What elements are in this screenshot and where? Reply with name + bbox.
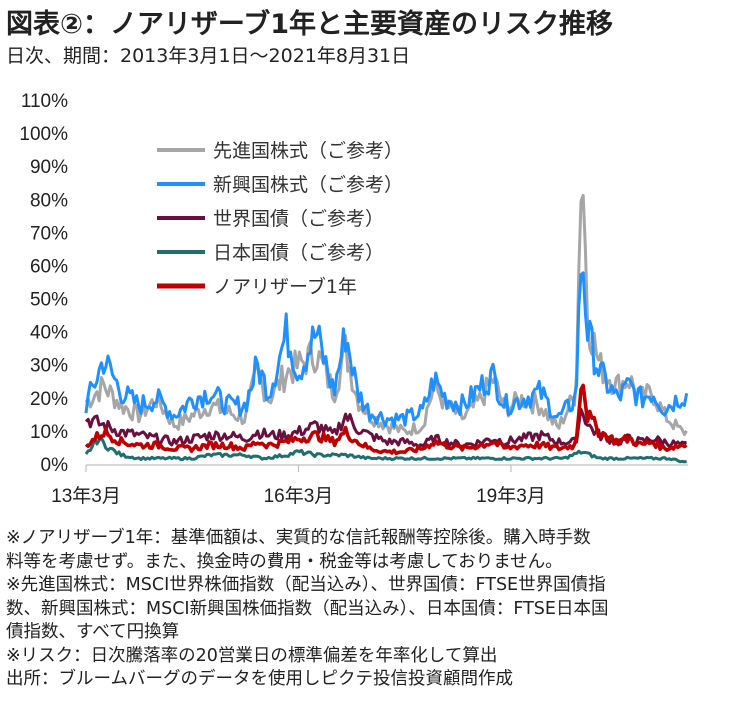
- y-tick-label: 110%: [21, 91, 68, 112]
- chart-subtitle: 日次、期間：2013年3月1日～2021年8月31日: [6, 45, 411, 67]
- series-line: [84, 193, 688, 437]
- series-line: [84, 271, 689, 428]
- series-line: [84, 407, 687, 449]
- x-tick-label: 16年3月: [264, 485, 334, 507]
- footnote-line: ※先進国株式：MSCI世界株価指数（配当込み）、世界国債：FTSE世界国債指: [6, 575, 606, 595]
- footnote-line: 債指数、すべて円換算: [6, 622, 180, 642]
- footnote-line: 出所：ブルームバーグのデータを使用しピクテ投信投資顧問作成: [6, 669, 513, 689]
- y-tick-label: 0%: [41, 455, 69, 476]
- x-axis: 13年3月 16年3月 19年3月: [51, 464, 688, 507]
- footnotes: ※ノアリザーブ1年：基準価額は、実質的な信託報酬等控除後。購入時手数 料等を考慮…: [6, 527, 728, 692]
- legend: 先進国株式（ご参考） 新興国株式（ご参考） 世界国債（ご参考） 日本国債（ご参考） ノア…: [157, 140, 403, 298]
- series-line: [84, 436, 687, 464]
- legend-label: 日本国債（ご参考）: [213, 242, 384, 264]
- y-tick-label: 100%: [19, 124, 68, 145]
- y-tick-label: 10%: [30, 422, 68, 443]
- risk-line-chart: 0% 10% 20% 30% 40% 50% 60% 70% 80% 90% 100% 110% 13…: [19, 91, 689, 507]
- y-axis: 0% 10% 20% 30% 40% 50% 60% 70% 80% 90% 100% 110%: [19, 91, 68, 476]
- y-tick-label: 90%: [30, 157, 68, 178]
- footnote-line: 料等を考慮せず。また、換金時の費用・税金等は考慮しておりません。: [6, 551, 563, 572]
- legend-label: 世界国債（ご参考）: [213, 208, 384, 230]
- y-tick-label: 80%: [30, 190, 68, 211]
- chart-title: 図表②：ノアリザーブ1年と主要資産のリスク推移: [6, 9, 614, 40]
- x-tick-label: 13年3月: [51, 485, 121, 507]
- legend-label: 先進国株式（ご参考）: [213, 140, 403, 162]
- y-tick-label: 50%: [30, 290, 68, 311]
- x-tick-label: 19年3月: [476, 485, 546, 507]
- y-tick-label: 30%: [30, 356, 68, 377]
- footnote-line: ※ノアリザーブ1年：基準価額は、実質的な信託報酬等控除後。購入時手数: [6, 528, 591, 548]
- y-tick-label: 70%: [30, 223, 68, 244]
- y-tick-label: 40%: [30, 323, 68, 344]
- legend-label: ノアリザーブ1年: [213, 275, 357, 298]
- footnote-line: 数、新興国株式：MSCI新興国株価指数（配当込み）、日本国債：FTSE日本国: [6, 598, 609, 619]
- legend-label: 新興国株式（ご参考）: [213, 174, 403, 196]
- footnote-line: ※リスク：日次騰落率の20営業日の標準偏差を年率化して算出: [6, 645, 498, 666]
- series-line: [84, 383, 688, 456]
- y-tick-label: 20%: [30, 389, 68, 410]
- series-lines: [84, 193, 689, 464]
- y-tick-label: 60%: [30, 256, 68, 277]
